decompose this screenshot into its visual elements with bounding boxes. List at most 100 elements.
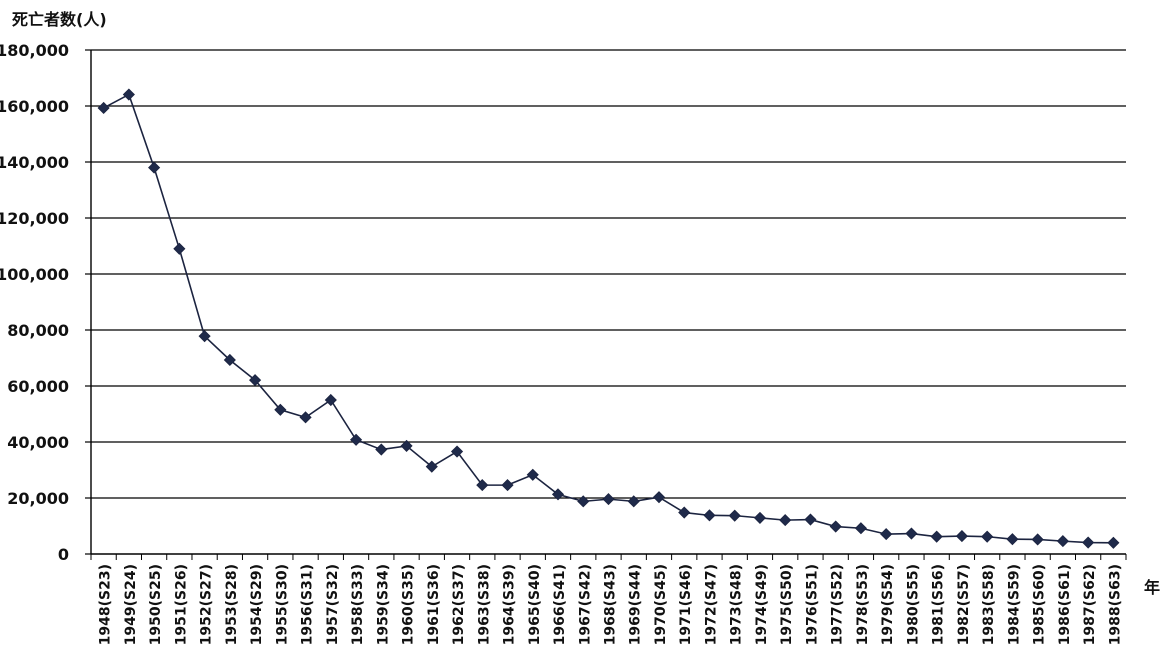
- x-tick-label: 1983(S58): [981, 564, 997, 645]
- data-point: [728, 509, 741, 522]
- x-tick-label: 1969(S44): [628, 564, 644, 645]
- x-tick-label: 1973(S48): [729, 564, 745, 645]
- data-point: [324, 393, 337, 407]
- x-tick-label: 1957(S32): [325, 564, 341, 645]
- axes: [85, 49, 1127, 560]
- x-tick-labels: 1948(S23) 1949(S24) 1950(S25) 1951(S26) 1952…: [98, 564, 1124, 645]
- data-point: [551, 488, 565, 501]
- x-tick-label: 1980(S55): [905, 564, 921, 645]
- x-tick-label: 1970(S45): [653, 564, 669, 645]
- x-tick-label: 1963(S38): [476, 564, 492, 645]
- series-deaths: [97, 88, 1120, 549]
- x-tick-label: 1976(S51): [804, 564, 820, 645]
- x-tick-label: 1956(S31): [300, 564, 316, 645]
- x-tick-label: 1962(S37): [451, 564, 467, 645]
- data-point: [678, 506, 691, 519]
- x-tick-label: 1954(S29): [249, 564, 265, 645]
- data-point: [930, 530, 943, 543]
- data-point: [274, 403, 287, 416]
- x-tick-label: 1978(S53): [855, 564, 871, 645]
- data-point: [955, 530, 968, 543]
- x-tick-label: 1959(S34): [375, 564, 391, 645]
- x-tick-label: 1988(S63): [1107, 564, 1123, 645]
- y-tick-label: 0: [58, 545, 69, 564]
- x-tick-label: 1986(S61): [1057, 564, 1073, 645]
- data-point: [602, 493, 615, 506]
- x-tick-label: 1979(S54): [880, 564, 896, 645]
- data-point: [804, 513, 817, 526]
- x-tick-label: 1955(S30): [274, 564, 290, 645]
- y-tick-label: 20,000: [7, 489, 69, 508]
- x-tick-label: 1984(S59): [1006, 564, 1022, 645]
- data-point: [501, 479, 514, 492]
- data-point: [577, 495, 590, 508]
- x-tick-label: 1974(S49): [754, 564, 770, 645]
- y-tick-labels: 0 20,000 40,000 60,000 80,000 100,000 120,000 1…: [0, 41, 69, 564]
- x-tick-label: 1985(S60): [1032, 564, 1048, 645]
- data-point: [299, 411, 312, 424]
- data-point: [122, 88, 135, 101]
- data-point: [981, 530, 994, 543]
- x-tick-label: 1953(S28): [224, 564, 240, 645]
- data-point: [829, 520, 842, 533]
- x-tick-label: 1964(S39): [502, 564, 518, 645]
- x-tick-label: 1977(S52): [830, 564, 846, 645]
- x-tick-label: 1981(S56): [931, 564, 947, 645]
- x-tick-label: 1961(S36): [426, 564, 442, 645]
- data-point: [198, 330, 211, 343]
- x-tick-label: 1972(S47): [703, 564, 719, 645]
- x-tick-label: 1960(S35): [401, 564, 417, 645]
- y-tick-label: 140,000: [0, 153, 69, 172]
- y-tick-label: 80,000: [7, 321, 69, 340]
- x-tick-label: 1987(S62): [1082, 564, 1098, 645]
- x-tick-label: 1951(S26): [173, 564, 189, 645]
- data-point: [97, 101, 110, 115]
- y-axis-label: 死亡者数(人): [12, 10, 107, 29]
- data-point: [703, 509, 716, 522]
- x-tick-label: 1971(S46): [678, 564, 694, 645]
- x-tick-label: 1965(S40): [527, 564, 543, 645]
- data-point: [627, 495, 640, 508]
- data-point: [753, 511, 767, 524]
- data-point: [1006, 533, 1019, 546]
- data-point: [223, 353, 236, 367]
- data-point: [779, 514, 792, 527]
- y-tick-label: 100,000: [0, 265, 69, 284]
- x-tick-label: 1949(S24): [123, 564, 139, 645]
- data-point: [349, 433, 363, 446]
- x-axis-label: 年: [1144, 578, 1161, 597]
- data-point: [375, 443, 388, 456]
- data-point: [905, 527, 918, 540]
- x-tick-label: 1982(S57): [956, 564, 972, 645]
- x-tick-label: 1952(S27): [199, 564, 215, 645]
- data-point: [1056, 535, 1069, 548]
- data-point: [1031, 533, 1044, 546]
- x-tick-label: 1948(S23): [98, 564, 114, 645]
- data-point: [1107, 536, 1120, 549]
- data-point: [400, 439, 413, 452]
- x-tick-label: 1975(S50): [779, 564, 795, 645]
- data-point: [880, 528, 893, 541]
- data-point: [249, 374, 262, 387]
- data-point: [425, 460, 438, 473]
- data-point: [854, 522, 868, 535]
- y-tick-label: 60,000: [7, 377, 69, 396]
- data-point: [450, 445, 464, 458]
- data-point: [526, 468, 539, 481]
- x-tick-label: 1967(S42): [577, 564, 593, 645]
- data-point: [148, 161, 161, 174]
- x-tick-label: 1950(S25): [148, 564, 164, 645]
- data-point: [1082, 536, 1095, 549]
- x-tick-label: 1966(S41): [552, 564, 568, 645]
- y-tick-label: 180,000: [0, 41, 69, 60]
- x-tick-label: 1958(S33): [350, 564, 366, 645]
- y-tick-label: 160,000: [0, 97, 69, 116]
- data-point: [476, 479, 489, 492]
- grid-lines: [91, 49, 1126, 499]
- y-tick-label: 120,000: [0, 209, 69, 228]
- data-point: [652, 491, 666, 504]
- x-tick-label: 1968(S43): [603, 564, 619, 645]
- y-tick-label: 40,000: [7, 433, 69, 452]
